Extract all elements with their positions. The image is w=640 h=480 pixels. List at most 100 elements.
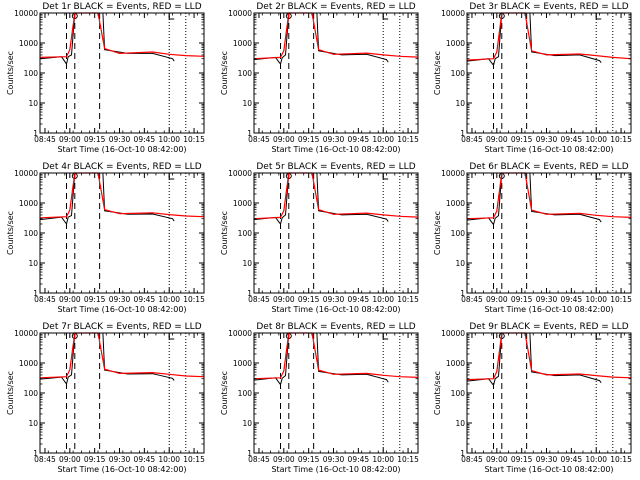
x-tick-label: 08:45 bbox=[461, 295, 483, 304]
x-tick-label: 09:15 bbox=[84, 135, 106, 144]
x-axis-label: Start Time (16-Oct-10 08:42:00) bbox=[271, 465, 400, 474]
corner-marker bbox=[595, 14, 602, 20]
y-tick-label: 100 bbox=[238, 389, 253, 398]
x-tick-label: 09:15 bbox=[298, 295, 320, 304]
y-tick-label: 1000 bbox=[233, 359, 252, 368]
black-events-series-line bbox=[466, 12, 602, 67]
y-tick-label: 100 bbox=[24, 229, 39, 238]
plot-frame bbox=[253, 12, 419, 134]
x-tick-label: 09:45 bbox=[348, 295, 370, 304]
x-tick-label: 10:15 bbox=[183, 455, 205, 464]
panel-4: Det 4r BLACK = Events, RED = LLD 1 10 100 10… bbox=[6, 162, 205, 314]
x-tick-label: 09:15 bbox=[511, 295, 533, 304]
corner-marker bbox=[595, 174, 602, 180]
x-tick-label: 08:45 bbox=[34, 135, 56, 144]
x-axis-label: Start Time (16-Oct-10 08:42:00) bbox=[57, 465, 186, 474]
plot-frame bbox=[253, 332, 419, 454]
x-tick-label: 10:15 bbox=[183, 295, 205, 304]
y-axis-label: Counts/sec bbox=[220, 211, 229, 255]
y-tick-label: 10000 bbox=[441, 9, 465, 18]
x-tick-label: 09:45 bbox=[134, 135, 156, 144]
x-tick-label: 09:45 bbox=[134, 295, 156, 304]
x-tick-label: 08:45 bbox=[248, 135, 270, 144]
plot-frame bbox=[39, 332, 205, 454]
x-tick-label: 08:45 bbox=[461, 455, 483, 464]
red-lld-series-line bbox=[466, 172, 632, 220]
red-lld-series-line bbox=[253, 332, 419, 380]
x-tick-label: 09:00 bbox=[59, 295, 81, 304]
y-tick-label: 10000 bbox=[228, 9, 252, 18]
black-events-series-line bbox=[39, 172, 175, 226]
panel-title: Det 1r BLACK = Events, RED = LLD bbox=[42, 2, 201, 12]
y-tick-label: 100 bbox=[238, 69, 253, 78]
x-tick-label: 09:00 bbox=[273, 135, 295, 144]
x-axis-label: Start Time (16-Oct-10 08:42:00) bbox=[484, 145, 613, 154]
y-tick-label: 1 bbox=[247, 289, 252, 298]
panel-5: Det 5r BLACK = Events, RED = LLD 1 10 100 10… bbox=[220, 162, 419, 314]
black-events-series-line bbox=[253, 12, 389, 66]
y-tick-label: 1 bbox=[247, 129, 252, 138]
x-tick-label: 09:45 bbox=[348, 455, 370, 464]
x-tick-label: 09:30 bbox=[323, 295, 345, 304]
x-axis-label: Start Time (16-Oct-10 08:42:00) bbox=[271, 305, 400, 314]
y-axis-label: Counts/sec bbox=[6, 51, 15, 95]
x-axis-label: Start Time (16-Oct-10 08:42:00) bbox=[484, 305, 613, 314]
y-tick-label: 1000 bbox=[233, 199, 252, 208]
y-tick-label: 1 bbox=[33, 449, 38, 458]
panel-6: Det 6r BLACK = Events, RED = LLD 1 10 100 10… bbox=[433, 162, 632, 314]
y-tick-label: 100 bbox=[451, 69, 466, 78]
y-tick-label: 10 bbox=[242, 419, 252, 428]
y-tick-label: 10000 bbox=[228, 169, 252, 178]
x-tick-label: 09:15 bbox=[511, 455, 533, 464]
red-lld-series-line bbox=[39, 332, 205, 379]
x-tick-label: 09:30 bbox=[536, 455, 558, 464]
panel-title: Det 8r BLACK = Events, RED = LLD bbox=[256, 322, 415, 332]
y-tick-label: 10000 bbox=[14, 169, 38, 178]
x-tick-label: 09:30 bbox=[536, 295, 558, 304]
panel-title: Det 7r BLACK = Events, RED = LLD bbox=[42, 322, 201, 332]
x-tick-label: 08:45 bbox=[34, 295, 56, 304]
x-tick-label: 09:45 bbox=[561, 455, 583, 464]
x-tick-label: 09:00 bbox=[59, 455, 81, 464]
x-tick-label: 09:00 bbox=[273, 295, 295, 304]
y-tick-label: 10000 bbox=[441, 169, 465, 178]
panel-7: Det 7r BLACK = Events, RED = LLD 1 10 100 10… bbox=[6, 322, 205, 474]
x-tick-label: 10:15 bbox=[397, 135, 419, 144]
x-axis-label: Start Time (16-Oct-10 08:42:00) bbox=[57, 305, 186, 314]
y-axis-label: Counts/sec bbox=[433, 211, 442, 255]
y-tick-label: 100 bbox=[24, 69, 39, 78]
x-tick-label: 09:00 bbox=[486, 455, 508, 464]
y-axis-label: Counts/sec bbox=[6, 211, 15, 255]
panel-8: Det 8r BLACK = Events, RED = LLD 1 10 100 10… bbox=[220, 322, 419, 474]
y-tick-label: 1 bbox=[460, 129, 465, 138]
x-tick-label: 09:45 bbox=[561, 295, 583, 304]
x-tick-label: 08:45 bbox=[248, 295, 270, 304]
y-tick-label: 10 bbox=[28, 419, 38, 428]
red-lld-series-line bbox=[253, 172, 419, 220]
x-tick-label: 10:00 bbox=[585, 295, 607, 304]
plot-frame bbox=[466, 12, 632, 134]
x-tick-label: 10:00 bbox=[372, 455, 394, 464]
y-tick-label: 10000 bbox=[228, 329, 252, 338]
x-tick-label: 09:15 bbox=[298, 135, 320, 144]
plot-frame bbox=[39, 172, 205, 294]
x-tick-label: 09:00 bbox=[486, 135, 508, 144]
y-tick-label: 1 bbox=[33, 129, 38, 138]
x-tick-label: 09:15 bbox=[298, 455, 320, 464]
y-tick-label: 10 bbox=[455, 259, 465, 268]
y-axis-label: Counts/sec bbox=[220, 371, 229, 415]
x-tick-label: 09:45 bbox=[134, 455, 156, 464]
black-events-series-line bbox=[466, 332, 602, 387]
x-tick-label: 10:00 bbox=[158, 135, 180, 144]
x-tick-label: 10:15 bbox=[610, 455, 632, 464]
x-tick-label: 10:15 bbox=[183, 135, 205, 144]
x-axis-label: Start Time (16-Oct-10 08:42:00) bbox=[271, 145, 400, 154]
plot-frame bbox=[253, 172, 419, 294]
red-lld-series-line bbox=[466, 12, 632, 61]
y-tick-label: 10 bbox=[455, 419, 465, 428]
black-events-series-line bbox=[39, 332, 175, 386]
x-tick-label: 09:30 bbox=[109, 135, 131, 144]
x-tick-label: 09:45 bbox=[348, 135, 370, 144]
y-tick-label: 10 bbox=[242, 99, 252, 108]
